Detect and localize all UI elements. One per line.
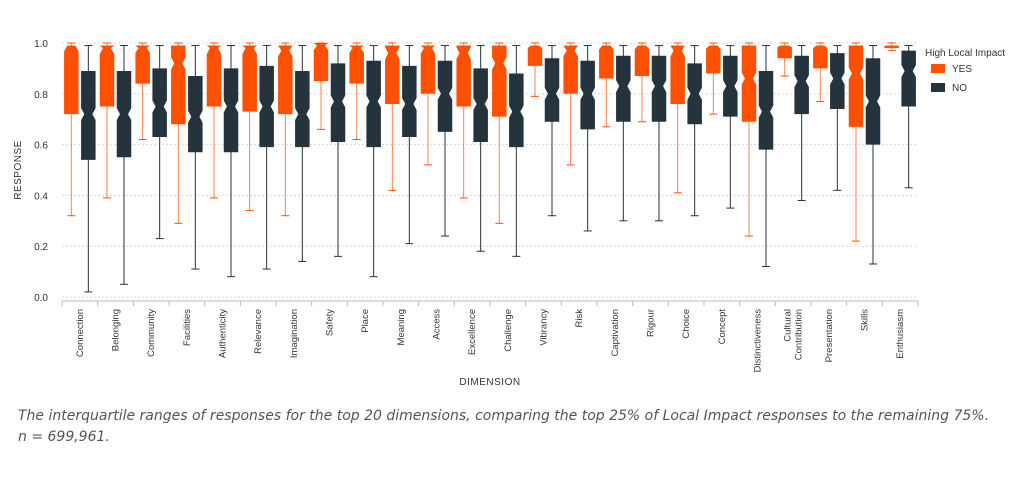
caption-line-2: n = 699,961. — [18, 429, 110, 445]
x-tick-label: Challenge — [503, 309, 514, 352]
box-no-vibrancy — [544, 58, 560, 122]
box-no-enthusiasm — [901, 50, 916, 107]
x-tick-label: Contribution — [794, 309, 805, 360]
box-yes-presentation — [813, 45, 828, 69]
box-no-skills — [865, 58, 881, 145]
box-yes-access — [420, 45, 436, 94]
series-yes — [64, 42, 899, 242]
box-yes-meaning — [385, 45, 400, 104]
y-tick-label: 0.6 — [34, 141, 48, 152]
x-tick-label: Skills — [860, 309, 871, 331]
x-tick-label: Belonging — [111, 309, 122, 351]
x-tick-label: Choice — [681, 309, 692, 339]
box-no-captivation — [616, 55, 631, 122]
box-yes-enthusiasm — [884, 45, 899, 49]
x-tick-label: Community — [146, 309, 157, 357]
box-no-connection — [81, 70, 96, 160]
box-no-authenticity — [223, 68, 239, 153]
box-yes-safety — [313, 43, 329, 82]
x-tick-label: Relevance — [253, 309, 264, 354]
box-no-cultural-contribution — [794, 55, 809, 115]
box-no-excellence — [473, 68, 488, 143]
box-no-rigour — [651, 55, 667, 122]
y-tick-label: 1.0 — [34, 39, 48, 50]
caption-line-1: The interquartile ranges of responses fo… — [18, 408, 990, 424]
x-tick-label: Concept — [717, 309, 728, 345]
chart-caption: The interquartile ranges of responses fo… — [18, 406, 1008, 448]
box-no-relevance — [259, 65, 274, 148]
box-no-presentation — [830, 53, 845, 110]
x-tick-label: Imagination — [289, 309, 300, 358]
x-tick-label: Cultural — [783, 309, 794, 342]
box-yes-cultural-contribution — [777, 45, 792, 59]
series-no — [81, 45, 916, 293]
x-tick-label: Connection — [75, 309, 86, 357]
box-yes-distinctiveness — [741, 45, 757, 122]
box-yes-imagination — [278, 45, 293, 115]
box-yes-community — [135, 45, 150, 84]
box-yes-excellence — [456, 45, 471, 107]
x-tick-label: Enthusiasm — [895, 309, 906, 359]
x-tick-label: Distinctiveness — [753, 309, 764, 373]
box-yes-vibrancy — [527, 45, 543, 66]
x-tick-label: Access — [432, 309, 443, 340]
x-tick-label: Presentation — [824, 309, 835, 362]
box-no-facilities — [188, 76, 203, 153]
y-tick-label: 0.2 — [34, 242, 48, 253]
box-yes-challenge — [492, 45, 507, 117]
x-tick-label: Risk — [574, 309, 585, 328]
box-yes-connection — [64, 45, 79, 115]
box-no-distinctiveness — [758, 70, 774, 150]
box-no-choice — [687, 63, 702, 125]
box-no-community — [152, 68, 167, 137]
y-tick-label: 0.4 — [34, 191, 48, 202]
box-no-concept — [723, 55, 738, 117]
x-tick-label: Vibrancy — [539, 309, 550, 346]
legend-title: High Local Impact — [925, 48, 1005, 59]
x-tick-label: Rigour — [646, 309, 657, 337]
x-tick-label: Place — [360, 309, 371, 333]
y-axis-title: RESPONSE — [13, 140, 24, 200]
box-yes-facilities — [171, 45, 186, 125]
legend-swatch-yes — [931, 64, 945, 73]
box-no-place — [366, 60, 381, 148]
box-no-belonging — [116, 70, 132, 158]
box-yes-captivation — [599, 45, 614, 79]
box-yes-choice — [670, 45, 685, 104]
legend-label-no: NO — [952, 83, 967, 94]
box-yes-place — [349, 45, 364, 84]
x-tick-label: Safety — [325, 309, 336, 336]
box-no-meaning — [402, 65, 417, 137]
boxplot-chart: 0.0 0.2 0.4 0.6 0.8 1.0 RESPONSE Connection Belo… — [13, 39, 1005, 388]
box-yes-concept — [706, 45, 721, 74]
box-no-safety — [330, 63, 346, 143]
x-tick-label: Facilities — [182, 309, 193, 346]
box-yes-risk — [563, 45, 578, 94]
x-axis-title: DIMENSION — [459, 377, 520, 388]
legend: High Local Impact YES NO — [925, 48, 1005, 94]
x-tick-label: Excellence — [467, 309, 478, 355]
x-tick-label: Authenticity — [218, 309, 229, 358]
box-no-challenge — [509, 73, 524, 148]
box-no-access — [437, 60, 453, 132]
box-yes-belonging — [99, 45, 115, 107]
box-no-risk — [580, 60, 595, 130]
legend-swatch-no — [931, 83, 945, 92]
legend-label-yes: YES — [952, 64, 972, 75]
x-tick-label: Captivation — [610, 309, 621, 357]
box-yes-authenticity — [206, 45, 222, 107]
y-tick-label: 0.0 — [34, 293, 48, 304]
box-yes-skills — [848, 45, 864, 127]
box-yes-relevance — [242, 45, 257, 112]
y-tick-label: 0.8 — [34, 90, 48, 101]
box-yes-rigour — [634, 45, 650, 77]
box-no-imagination — [295, 70, 310, 148]
x-tick-label: Meaning — [396, 309, 407, 345]
